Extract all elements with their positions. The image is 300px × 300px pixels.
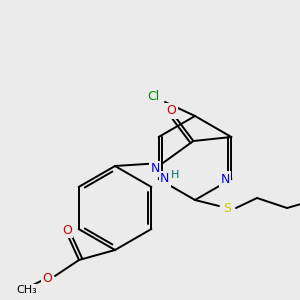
Text: N: N (221, 172, 230, 185)
Text: O: O (167, 104, 176, 118)
Text: H: H (171, 170, 180, 180)
Text: CH₃: CH₃ (16, 285, 38, 295)
Text: N: N (160, 172, 169, 185)
Text: N: N (151, 163, 160, 176)
Text: Cl: Cl (147, 89, 159, 103)
Text: O: O (62, 224, 72, 236)
Text: O: O (42, 272, 52, 284)
Text: S: S (223, 202, 231, 214)
